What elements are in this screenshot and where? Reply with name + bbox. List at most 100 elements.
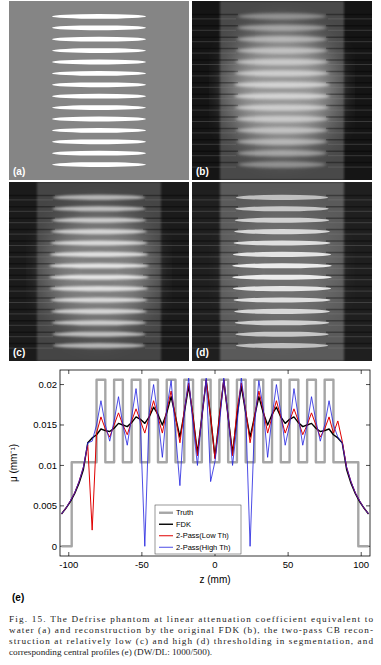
streak [328, 325, 372, 326]
streak [192, 36, 238, 38]
x-tick [215, 370, 216, 374]
streak [145, 279, 189, 280]
streak [9, 206, 55, 208]
legend-swatch [159, 547, 173, 548]
plate [235, 206, 328, 211]
streak [326, 150, 372, 152]
plate [233, 286, 331, 291]
panel-label: (b) [196, 166, 209, 177]
streak [143, 286, 189, 288]
streak [192, 14, 238, 16]
plate [236, 47, 328, 53]
streak [192, 132, 236, 133]
plot-frame [60, 370, 370, 556]
plate [52, 71, 146, 76]
x-tick [288, 552, 289, 556]
streak [326, 71, 372, 73]
streak [143, 297, 189, 299]
streak [326, 309, 372, 311]
streak [328, 98, 372, 99]
streak [145, 325, 189, 326]
reconstruction-image [9, 182, 189, 361]
panel-label: (d) [196, 347, 209, 358]
streak [192, 268, 236, 269]
streak [192, 256, 236, 257]
streak [192, 110, 236, 111]
streak [192, 121, 236, 122]
plate [52, 162, 146, 167]
streak [328, 167, 372, 168]
plate [232, 275, 331, 280]
glow [230, 210, 334, 334]
x-tick-label: 50 [283, 559, 294, 570]
streak [328, 268, 372, 269]
streak [326, 116, 372, 118]
y-tick [60, 465, 64, 466]
streak [326, 274, 372, 276]
streak [326, 93, 372, 95]
plate [49, 263, 148, 268]
streak [9, 252, 55, 254]
streak [192, 336, 236, 337]
caption-line: Fig. 15. The Defrise phantom at linear a… [9, 614, 373, 624]
x-tick [68, 370, 69, 374]
streak [145, 291, 189, 292]
streak [326, 229, 372, 231]
plate [235, 116, 328, 122]
streak [328, 336, 372, 337]
plot-area [60, 370, 370, 556]
plate [235, 70, 329, 76]
plate [52, 94, 146, 99]
plate [50, 252, 148, 257]
plate [53, 343, 145, 348]
legend-label: FDK [176, 520, 191, 529]
streak [192, 245, 236, 246]
streak [9, 268, 53, 269]
streak [326, 343, 372, 345]
streak [328, 348, 372, 349]
legend-label: 2-Pass(High Th) [176, 543, 231, 552]
cylinder [220, 182, 344, 361]
legend-label: 2-Pass(Low Th) [176, 531, 229, 540]
plate [50, 240, 147, 245]
streak [192, 222, 236, 223]
plate [233, 297, 330, 302]
glow [47, 210, 151, 334]
plate [235, 59, 328, 65]
streak [192, 195, 238, 197]
legend-swatch [159, 524, 173, 525]
streak [192, 18, 236, 19]
streak [9, 325, 53, 326]
streak [326, 217, 372, 219]
streak [192, 75, 236, 76]
streak [192, 325, 236, 326]
reconstruction-image [192, 182, 372, 361]
caption-line: corresponding central profiles (e) (DW/D… [9, 647, 212, 657]
y-tick [366, 384, 370, 385]
streak [9, 211, 53, 212]
streak [143, 240, 189, 242]
streak [192, 234, 236, 235]
streak [192, 286, 238, 288]
streak [328, 199, 372, 200]
streak [9, 302, 53, 303]
y-axis-label: μ (mm⁻¹) [8, 444, 19, 482]
streak [192, 162, 238, 164]
streak [192, 252, 238, 254]
streak [192, 155, 236, 156]
streak [192, 98, 236, 99]
streak [9, 229, 55, 231]
streak [143, 331, 189, 333]
plate [52, 25, 146, 30]
plate [237, 25, 326, 31]
plate [52, 332, 145, 337]
plate [52, 48, 146, 53]
streak [143, 217, 189, 219]
plate [233, 240, 330, 245]
plate [233, 252, 331, 257]
streak [326, 320, 372, 322]
cylinder [220, 1, 344, 180]
streak [192, 59, 238, 61]
streak [9, 263, 55, 265]
streak [328, 256, 372, 257]
